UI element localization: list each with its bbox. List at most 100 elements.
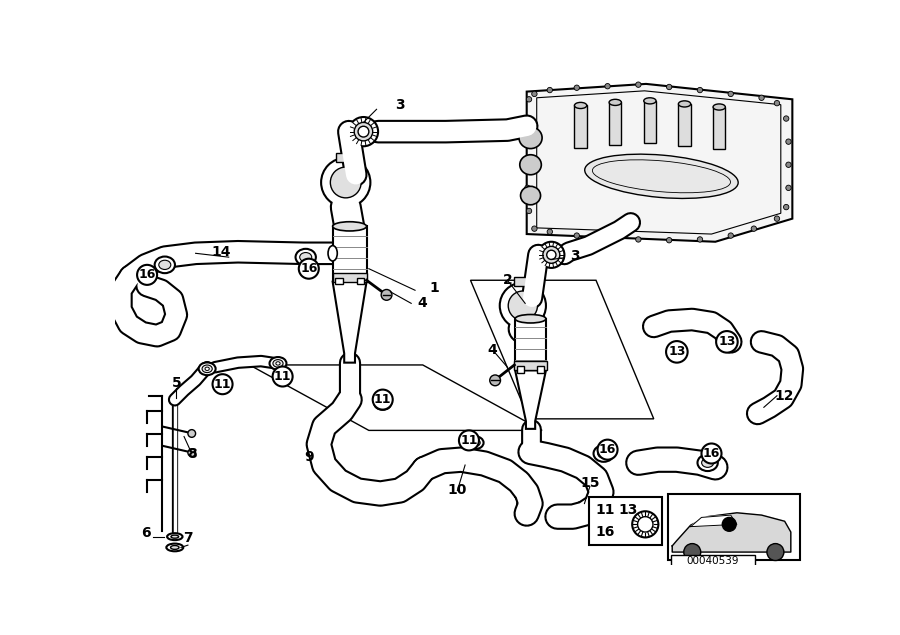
Ellipse shape <box>171 535 179 538</box>
Ellipse shape <box>276 362 280 365</box>
Ellipse shape <box>300 253 311 262</box>
Circle shape <box>382 290 392 300</box>
Ellipse shape <box>328 246 338 261</box>
Circle shape <box>525 162 530 168</box>
Circle shape <box>728 233 733 238</box>
Text: 7: 7 <box>183 531 193 545</box>
Ellipse shape <box>593 445 614 462</box>
Ellipse shape <box>698 455 718 471</box>
Bar <box>336 153 356 163</box>
Circle shape <box>666 341 688 363</box>
Ellipse shape <box>349 117 378 146</box>
Circle shape <box>525 116 530 121</box>
Circle shape <box>547 88 553 93</box>
Circle shape <box>635 237 641 242</box>
Ellipse shape <box>520 186 541 205</box>
Ellipse shape <box>585 154 738 198</box>
Bar <box>679 104 690 146</box>
Text: 9: 9 <box>304 450 313 464</box>
Ellipse shape <box>171 545 179 549</box>
Ellipse shape <box>295 249 316 265</box>
Text: 6: 6 <box>140 526 150 540</box>
Circle shape <box>632 511 659 537</box>
Circle shape <box>137 265 157 285</box>
Circle shape <box>784 204 789 210</box>
Bar <box>517 366 525 373</box>
Circle shape <box>786 185 791 190</box>
Text: 1: 1 <box>429 281 439 295</box>
Text: 11: 11 <box>274 370 292 383</box>
Ellipse shape <box>609 99 621 105</box>
Text: 00040539: 00040539 <box>687 556 739 566</box>
Polygon shape <box>526 84 792 242</box>
Text: 3: 3 <box>571 249 580 263</box>
Text: 14: 14 <box>212 244 230 258</box>
Ellipse shape <box>543 246 560 264</box>
Circle shape <box>500 283 546 329</box>
Circle shape <box>684 544 701 561</box>
Ellipse shape <box>679 101 690 107</box>
Circle shape <box>490 375 500 385</box>
Polygon shape <box>515 370 546 429</box>
Circle shape <box>273 366 292 387</box>
Circle shape <box>698 88 703 93</box>
Circle shape <box>330 167 361 198</box>
Ellipse shape <box>470 439 481 446</box>
Text: 11: 11 <box>460 434 478 447</box>
Circle shape <box>774 216 779 222</box>
Circle shape <box>526 208 532 213</box>
Circle shape <box>784 116 789 121</box>
Circle shape <box>574 233 580 238</box>
Bar <box>670 555 755 568</box>
Ellipse shape <box>333 222 366 231</box>
Circle shape <box>373 390 392 410</box>
Text: 13: 13 <box>718 335 735 349</box>
Text: 10: 10 <box>447 483 467 497</box>
Text: 5: 5 <box>172 376 181 390</box>
Bar <box>644 101 656 143</box>
Circle shape <box>786 162 791 168</box>
Text: 4: 4 <box>418 297 428 311</box>
Ellipse shape <box>158 260 171 269</box>
Ellipse shape <box>166 544 184 551</box>
Circle shape <box>525 139 530 144</box>
Ellipse shape <box>713 104 725 110</box>
Text: 11: 11 <box>214 378 231 391</box>
Circle shape <box>728 91 733 97</box>
Text: 16: 16 <box>300 262 318 275</box>
Bar <box>356 278 365 284</box>
Ellipse shape <box>374 397 392 410</box>
Circle shape <box>547 229 553 234</box>
Ellipse shape <box>199 363 216 375</box>
Text: 16: 16 <box>139 269 156 281</box>
Bar <box>713 107 725 149</box>
Ellipse shape <box>473 441 477 444</box>
Ellipse shape <box>546 250 556 260</box>
Ellipse shape <box>538 242 564 268</box>
Text: 13: 13 <box>668 345 686 358</box>
Circle shape <box>667 84 671 90</box>
Circle shape <box>767 544 784 561</box>
Circle shape <box>701 443 722 464</box>
Bar <box>514 277 532 286</box>
Circle shape <box>698 237 703 242</box>
Bar <box>609 102 621 145</box>
Ellipse shape <box>358 126 369 137</box>
Circle shape <box>188 430 195 438</box>
Circle shape <box>188 449 195 457</box>
Circle shape <box>299 258 319 279</box>
Bar <box>590 497 662 545</box>
Text: 16: 16 <box>595 525 615 539</box>
Ellipse shape <box>273 359 284 367</box>
Circle shape <box>574 85 580 90</box>
Text: 8: 8 <box>187 446 196 460</box>
Circle shape <box>716 331 738 352</box>
Ellipse shape <box>355 123 373 141</box>
Circle shape <box>667 237 671 243</box>
Ellipse shape <box>520 155 541 175</box>
Ellipse shape <box>202 365 212 373</box>
Ellipse shape <box>644 98 656 104</box>
Text: 11: 11 <box>595 504 615 518</box>
Circle shape <box>635 82 641 88</box>
Text: 3: 3 <box>395 98 404 112</box>
